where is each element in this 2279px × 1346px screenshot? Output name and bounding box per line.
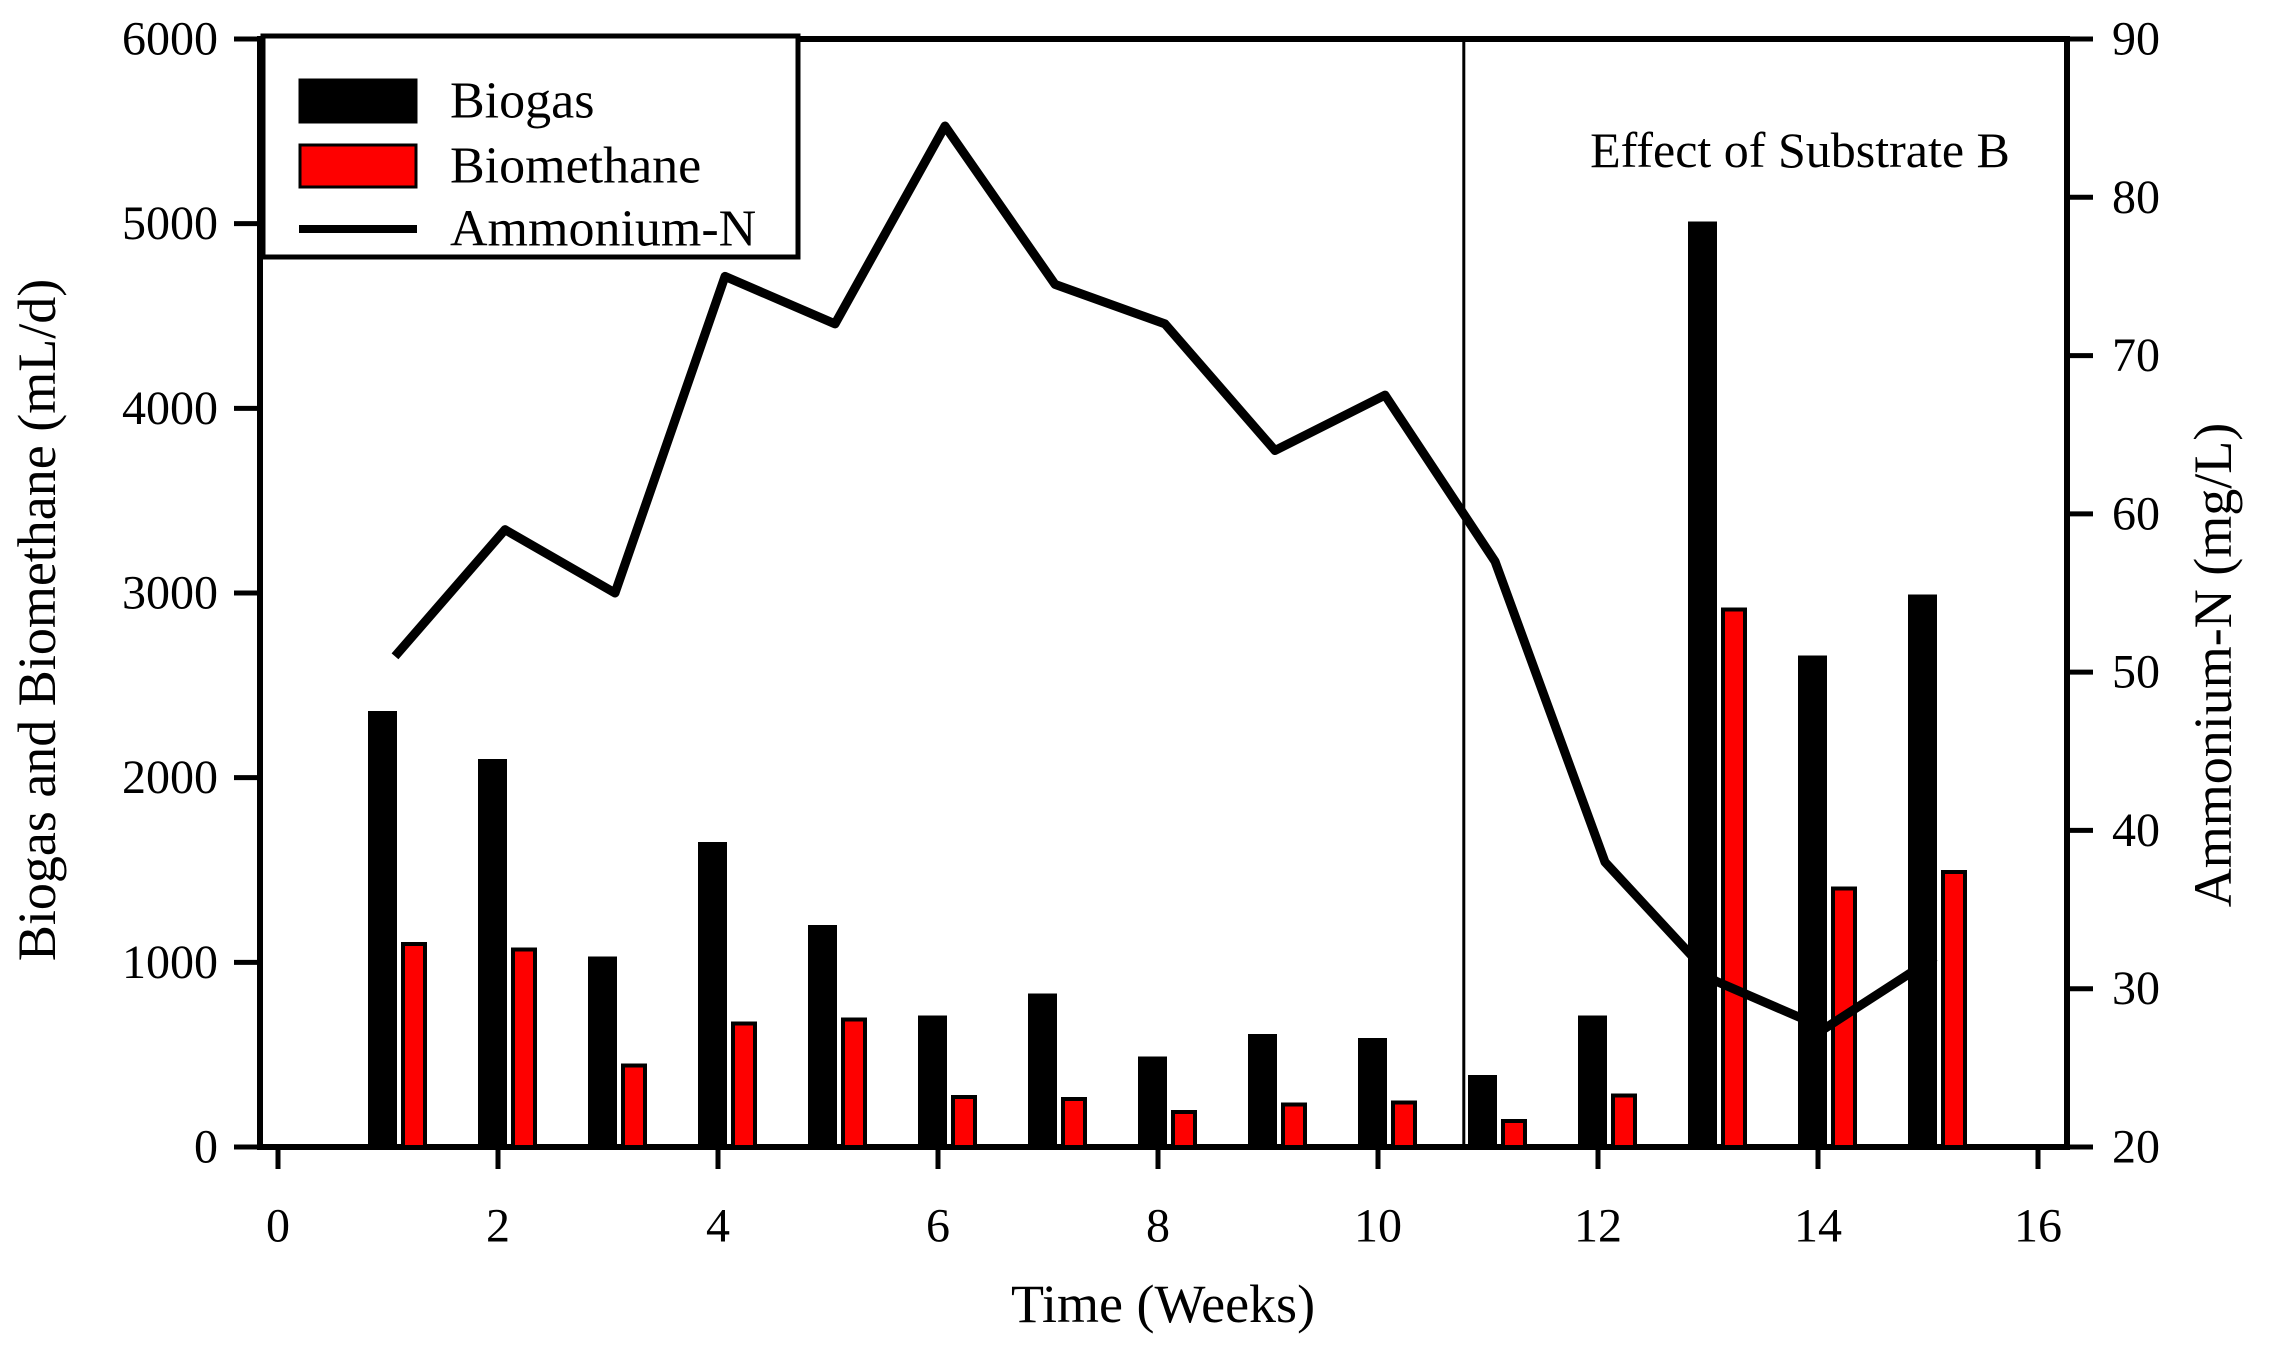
bar-biomethane-week-3 (621, 1063, 647, 1150)
bar-biogas-week-4 (698, 842, 727, 1149)
legend-swatch-biomethane (298, 143, 418, 189)
bar-biogas-week-6 (918, 1015, 947, 1149)
bar-biogas-week-12 (1578, 1015, 1607, 1149)
bar-biogas-week-1 (368, 711, 397, 1149)
legend-swatch-biogas (298, 78, 418, 124)
right-tick-label: 40 (2112, 804, 2160, 857)
right-tick-label: 20 (2112, 1121, 2160, 1174)
left-tick-label: 4000 (122, 382, 218, 435)
right-tick-label: 60 (2112, 487, 2160, 540)
bar-biomethane-week-6 (951, 1095, 977, 1150)
x-tick-label: 12 (1574, 1200, 1622, 1253)
left-tick-label: 5000 (122, 197, 218, 250)
left-tick-label: 0 (194, 1121, 218, 1174)
x-tick-label: 6 (926, 1200, 950, 1253)
bar-biomethane-week-1 (401, 941, 427, 1149)
bar-biogas-week-11 (1468, 1074, 1497, 1149)
bar-biogas-week-3 (588, 956, 617, 1150)
bar-biomethane-week-11 (1501, 1119, 1527, 1149)
x-tick-label: 16 (2014, 1200, 2062, 1253)
bar-biogas-week-14 (1798, 655, 1827, 1150)
bar-series (368, 221, 1967, 1150)
legend-label-biomethane: Biomethane (450, 138, 701, 195)
bar-biogas-week-8 (1138, 1056, 1167, 1149)
left-tick-label: 3000 (122, 567, 218, 620)
bar-biogas-week-13 (1688, 221, 1717, 1149)
x-tick-label: 8 (1146, 1200, 1170, 1253)
x-tick-label: 10 (1354, 1200, 1402, 1253)
right-tick-label: 30 (2112, 962, 2160, 1015)
x-tick-label: 2 (486, 1200, 510, 1253)
left-axis-title: Biogas and Biomethane (mL/d) (7, 279, 67, 961)
right-tick-label: 50 (2112, 646, 2160, 699)
left-tick-label: 2000 (122, 751, 218, 804)
right-tick-label: 80 (2112, 171, 2160, 224)
x-tick-label: 4 (706, 1200, 730, 1253)
left-axis-ticks: 0 1000 2000 3000 4000 5000 6000 (122, 13, 260, 1174)
legend-label-ammonium: Ammonium-N (450, 201, 756, 258)
bar-biomethane-week-10 (1391, 1100, 1417, 1150)
bar-biomethane-week-13 (1721, 607, 1747, 1149)
legend: Biogas Biomethane Ammonium-N (260, 33, 801, 260)
legend-label-biogas: Biogas (450, 73, 594, 130)
bar-biomethane-week-9 (1281, 1102, 1307, 1149)
x-tick-label: 14 (1794, 1200, 1842, 1253)
substrate-b-annotation: Effect of Substrate B (1590, 122, 2010, 178)
bar-biomethane-week-4 (731, 1021, 757, 1149)
line-ammonium-n (391, 121, 1938, 1033)
x-axis-title: Time (Weeks) (1011, 1274, 1315, 1334)
bar-biomethane-week-2 (511, 947, 537, 1150)
bar-biogas-week-10 (1358, 1037, 1387, 1149)
bar-biomethane-week-5 (841, 1017, 867, 1150)
x-tick-label: 0 (266, 1200, 290, 1253)
bar-biomethane-week-12 (1611, 1093, 1637, 1149)
bar-biogas-week-7 (1028, 993, 1057, 1149)
bar-biomethane-week-8 (1171, 1109, 1197, 1149)
left-tick-label: 6000 (122, 13, 218, 66)
right-tick-label: 90 (2112, 13, 2160, 66)
ammonium-line-series (391, 121, 1938, 1033)
bar-biogas-week-9 (1248, 1034, 1277, 1149)
right-tick-label: 70 (2112, 329, 2160, 382)
right-axis-title: Ammonium-N (mg/L) (2183, 423, 2243, 907)
right-axis-ticks: 20 30 40 50 60 70 80 90 (2067, 13, 2160, 1174)
bar-biogas-week-5 (808, 925, 837, 1149)
left-tick-label: 1000 (122, 936, 218, 989)
bar-biogas-week-15 (1908, 594, 1937, 1149)
x-axis-ticks: 0 2 4 6 8 10 12 14 16 (266, 1147, 2062, 1253)
bar-biomethane-week-7 (1061, 1096, 1087, 1150)
bar-biogas-week-2 (478, 759, 507, 1150)
bar-biomethane-week-15 (1941, 869, 1967, 1149)
